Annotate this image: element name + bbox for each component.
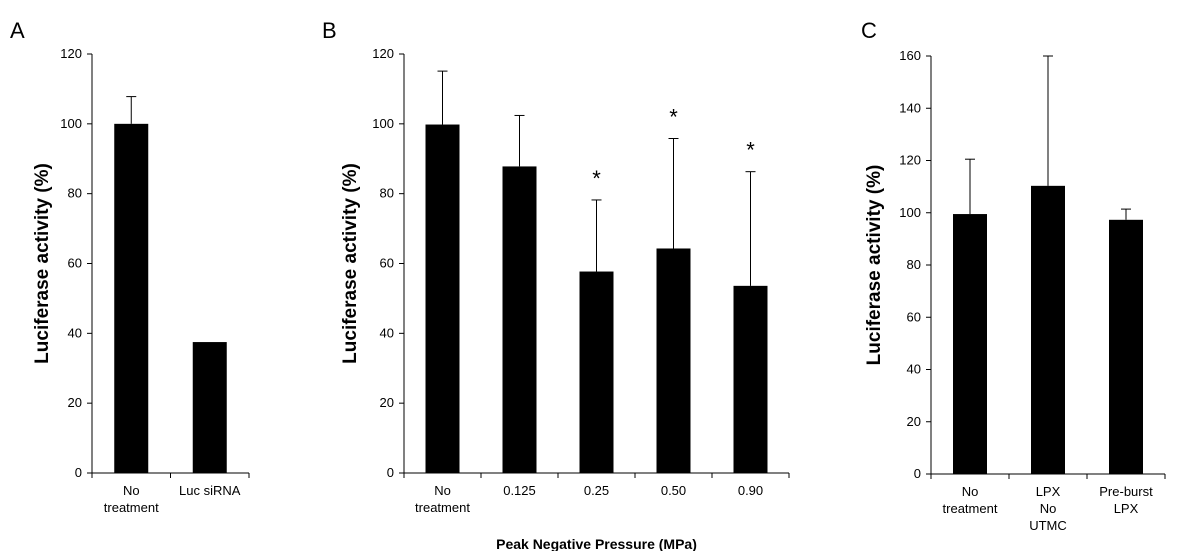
y-tick-label: 80: [380, 186, 394, 201]
x-category-label: treatment: [104, 500, 159, 515]
x-category-label: treatment: [415, 500, 470, 515]
x-category-label: No: [962, 484, 979, 499]
significance-marker: *: [669, 104, 678, 129]
bar: [656, 248, 691, 473]
bar: [579, 271, 614, 473]
bar: [114, 123, 149, 473]
y-tick-label: 20: [907, 414, 921, 429]
y-tick-label: 20: [68, 395, 82, 410]
chart-panel-B: B Luciferase activity (%) 0 20 40 60 80 100 120 N…: [322, 18, 790, 551]
y-tick-label: 100: [899, 205, 921, 220]
y-tick-label: 0: [914, 466, 921, 481]
y-tick-label: 140: [899, 100, 921, 115]
panel-letter: C: [861, 18, 877, 43]
y-tick-label: 100: [60, 116, 82, 131]
bar: [1031, 185, 1065, 474]
y-axis-title: Luciferase activity (%): [32, 163, 53, 364]
chart-panel-A: A Luciferase activity (%) 0 20 40 60 80 100 120 N…: [10, 18, 250, 515]
bar: [192, 342, 227, 473]
significance-marker: *: [746, 138, 755, 163]
y-tick-label: 60: [68, 256, 82, 271]
y-tick-label: 40: [907, 362, 921, 377]
y-tick-label: 40: [68, 325, 82, 340]
x-category-label: 0.125: [503, 483, 536, 498]
y-tick-label: 60: [380, 256, 394, 271]
y-tick-label: 20: [380, 395, 394, 410]
y-tick-label: 120: [372, 46, 394, 61]
bar: [502, 166, 537, 473]
x-category-label: Pre-burst: [1099, 484, 1153, 499]
bar: [733, 285, 768, 473]
significance-marker: *: [592, 166, 601, 191]
x-category-label: 0.50: [661, 483, 686, 498]
y-tick-label: 40: [380, 325, 394, 340]
y-tick-label: 120: [899, 153, 921, 168]
y-tick-label: 80: [68, 186, 82, 201]
x-category-label: treatment: [943, 501, 998, 516]
bar: [425, 124, 460, 473]
bar: [953, 214, 987, 474]
y-tick-label: 100: [372, 116, 394, 131]
y-tick-label: 0: [75, 465, 82, 480]
x-category-label: UTMC: [1029, 518, 1067, 533]
panel-letter: A: [10, 18, 25, 43]
y-tick-label: 80: [907, 257, 921, 272]
chart-panel-C: C Luciferase activity (%) 0 20 40 60 80 100 120 1…: [861, 18, 1166, 533]
panel-letter: B: [322, 18, 337, 43]
x-category-label: 0.25: [584, 483, 609, 498]
x-category-label: No: [123, 483, 140, 498]
x-axis-title: Peak Negative Pressure (MPa): [496, 536, 697, 551]
y-tick-label: 0: [387, 465, 394, 480]
bar: [1109, 219, 1143, 474]
x-category-label: No: [1040, 501, 1057, 516]
y-tick-label: 160: [899, 48, 921, 63]
x-category-label: LPX: [1114, 501, 1139, 516]
y-axis-title: Luciferase activity (%): [340, 163, 361, 364]
y-axis-title: Luciferase activity (%): [864, 165, 885, 366]
x-category-label: Luc siRNA: [179, 483, 241, 498]
y-tick-label: 120: [60, 46, 82, 61]
x-category-label: No: [434, 483, 451, 498]
y-tick-label: 60: [907, 309, 921, 324]
x-category-label: 0.90: [738, 483, 763, 498]
x-category-label: LPX: [1036, 484, 1061, 499]
